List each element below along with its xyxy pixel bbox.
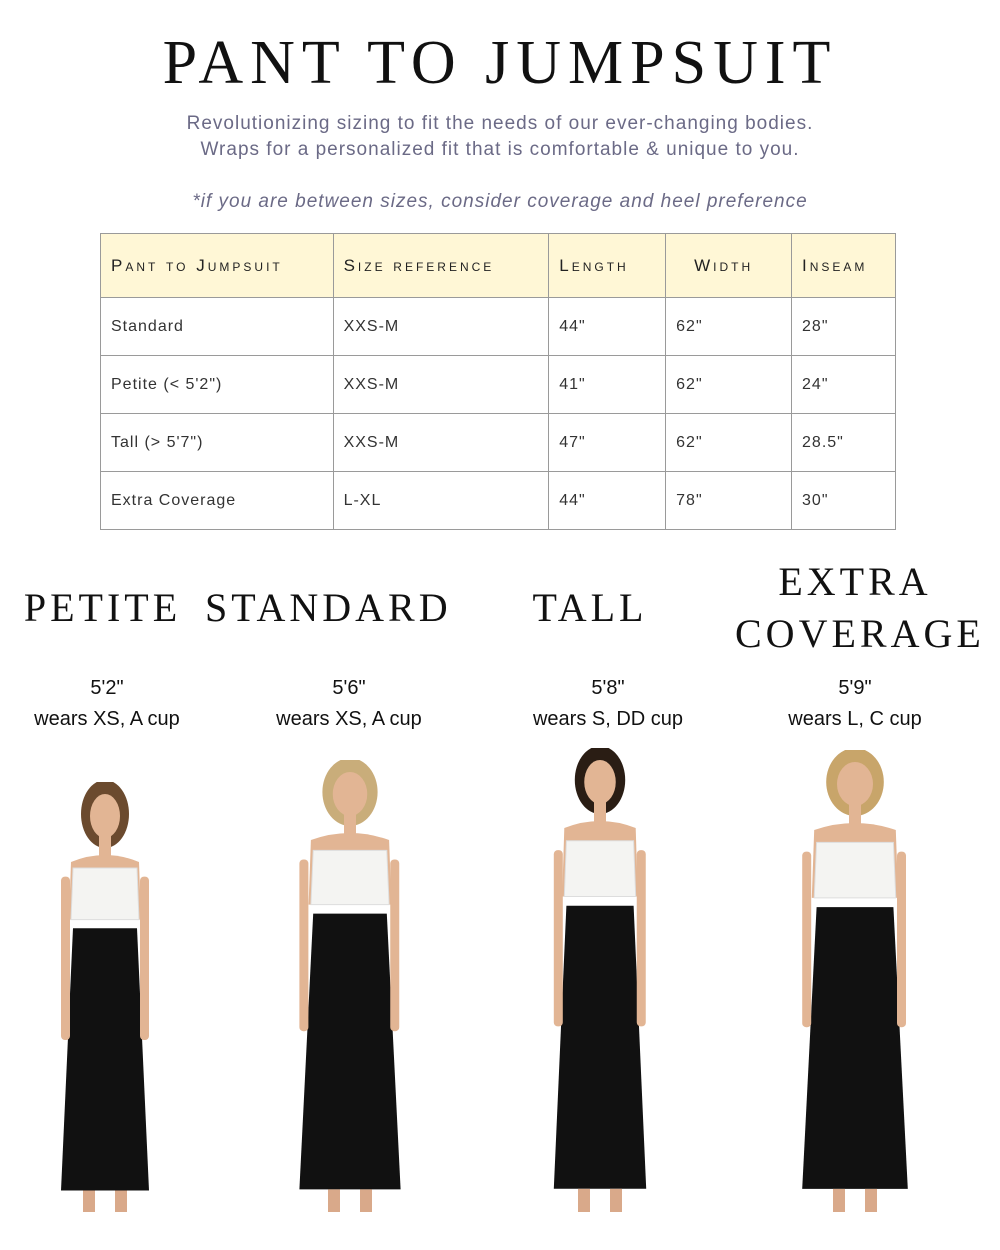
model-photo-petite	[61, 782, 149, 1212]
table-cell: 30"	[791, 471, 896, 530]
model-photo-standard	[299, 760, 401, 1212]
model-height: 5'6"	[332, 677, 366, 699]
size-table: Pant to Jumpsuit Size reference Length W…	[100, 233, 896, 530]
sizing-note: *if you are between sizes, consider cove…	[192, 191, 808, 212]
model-wears: wears L, C cup	[788, 708, 922, 730]
table-cell: 24"	[791, 355, 896, 414]
table-cell: 44"	[548, 297, 667, 356]
model-wears: wears XS, A cup	[34, 708, 180, 730]
subtitle-line-1: Revolutionizing sizing to fit the needs …	[186, 113, 814, 134]
subtitle-line-2: Wraps for a personalized fit that is com…	[200, 139, 800, 160]
model-title-petite: PETITE	[23, 585, 182, 630]
table-cell: 62"	[665, 297, 793, 356]
table-cell: Standard	[100, 297, 334, 356]
column-header: Width	[665, 233, 793, 298]
table-row: Tall (> 5'7") XXS-M 47" 62" 28.5"	[100, 413, 896, 472]
table-cell: 62"	[665, 355, 793, 414]
model-wears: wears XS, A cup	[276, 708, 422, 730]
model-info-standard: 5'6" wears XS, A cup	[229, 673, 469, 735]
table-cell: 62"	[665, 413, 793, 472]
column-header: Size reference	[332, 233, 550, 298]
table-cell: XXS-M	[332, 297, 550, 356]
table-cell: Tall (> 5'7")	[100, 413, 334, 472]
table-cell: 78"	[665, 471, 793, 530]
model-wears: wears S, DD cup	[532, 708, 684, 730]
table-row: Petite (< 5'2") XXS-M 41" 62" 24"	[100, 355, 896, 414]
model-height: 5'9"	[838, 677, 872, 699]
model-title-extra-coverage: EXTRA COVERAGE	[735, 559, 985, 656]
model-info-tall: 5'8" wears S, DD cup	[488, 673, 728, 735]
model-photo-extra-coverage	[802, 750, 908, 1212]
column-header: Length	[548, 233, 667, 298]
column-header: Pant to Jumpsuit	[100, 233, 334, 298]
model-photo-tall	[553, 748, 647, 1212]
model-info-extra-coverage: 5'9" wears L, C cup	[735, 673, 975, 735]
model-height: 5'2"	[90, 677, 124, 699]
page-title: PANT TO JUMPSUIT	[162, 29, 838, 97]
table-cell: Extra Coverage	[100, 471, 334, 530]
table-cell: XXS-M	[332, 413, 550, 472]
model-info-petite: 5'2" wears XS, A cup	[0, 673, 227, 735]
table-header-row: Pant to Jumpsuit Size reference Length W…	[100, 233, 896, 298]
table-cell: 47"	[548, 413, 667, 472]
column-header: Inseam	[791, 233, 896, 298]
table-row: Extra Coverage L-XL 44" 78" 30"	[100, 471, 896, 530]
model-height: 5'8"	[591, 677, 625, 699]
table-cell: 41"	[548, 355, 667, 414]
model-title-tall: TALL	[532, 585, 648, 630]
table-cell: 28"	[791, 297, 896, 356]
model-title-standard: STANDARD	[205, 585, 452, 630]
table-cell: L-XL	[332, 471, 550, 530]
table-cell: 44"	[548, 471, 667, 530]
table-cell: Petite (< 5'2")	[100, 355, 334, 414]
table-cell: 28.5"	[791, 413, 896, 472]
table-cell: XXS-M	[332, 355, 550, 414]
table-row: Standard XXS-M 44" 62" 28"	[100, 297, 896, 356]
